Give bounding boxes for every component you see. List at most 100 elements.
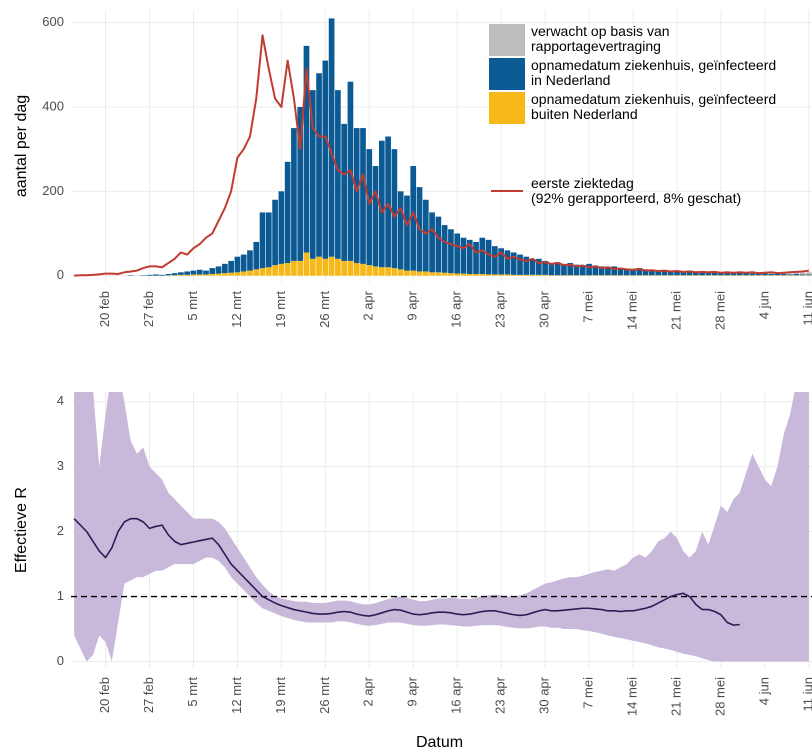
bar <box>529 258 536 275</box>
bar <box>435 272 442 276</box>
bar <box>391 268 398 276</box>
bar <box>253 269 260 276</box>
bar <box>146 274 153 276</box>
bar <box>316 256 322 276</box>
bar <box>617 268 624 276</box>
bar <box>228 260 234 273</box>
bar <box>284 263 291 276</box>
bar <box>510 252 517 275</box>
bar <box>435 216 442 273</box>
bar <box>341 260 348 276</box>
bar <box>793 272 800 274</box>
bar <box>460 237 467 274</box>
bar <box>209 273 216 276</box>
y-axis-title: Effectieve R <box>13 487 30 573</box>
bar <box>341 123 348 261</box>
x-tick-label: 28 mei <box>712 677 727 716</box>
bar <box>429 272 435 276</box>
bar <box>171 273 178 276</box>
bar <box>422 271 429 276</box>
bar <box>605 267 611 276</box>
bar <box>429 212 435 273</box>
bar <box>165 273 172 276</box>
bar <box>611 266 618 276</box>
bar <box>328 256 335 276</box>
bar <box>498 274 504 276</box>
bar <box>473 241 479 274</box>
bar <box>762 273 768 276</box>
y-tick-label: 0 <box>57 653 64 668</box>
bar <box>234 272 241 276</box>
bar <box>265 267 272 276</box>
bar <box>222 273 228 276</box>
bar <box>799 272 806 275</box>
bar <box>152 274 159 276</box>
x-tick-label: 2 apr <box>361 290 376 320</box>
bar <box>535 274 542 276</box>
line <box>73 517 740 626</box>
bar <box>372 166 379 267</box>
bar <box>554 262 561 276</box>
bar <box>743 273 749 276</box>
x-tick-label: 11 jun <box>800 677 812 711</box>
bar <box>630 268 636 276</box>
bar <box>291 128 297 261</box>
x-tick-label: 27 feb <box>141 677 156 713</box>
bar <box>322 60 329 259</box>
bar <box>806 274 812 276</box>
x-tick-label: 7 mei <box>581 291 596 323</box>
bar <box>586 263 592 276</box>
x-tick-label: 4 jun <box>756 291 771 319</box>
bar <box>159 274 165 276</box>
x-tick-label: 20 feb <box>97 677 112 713</box>
x-tick-label: 5 mrt <box>185 677 200 707</box>
bar <box>385 267 391 276</box>
bar <box>649 269 655 276</box>
bar <box>410 166 417 271</box>
bar <box>799 274 806 276</box>
bar <box>178 274 184 276</box>
bar <box>510 274 517 276</box>
bar <box>335 90 341 259</box>
bar <box>711 271 718 276</box>
bar <box>335 258 341 276</box>
x-tick-label: 9 apr <box>405 676 420 706</box>
bar <box>291 260 297 276</box>
bar <box>724 272 731 276</box>
bar <box>655 270 661 276</box>
bar <box>479 273 486 276</box>
bar <box>247 270 253 276</box>
bar <box>479 237 486 274</box>
bar <box>284 161 291 264</box>
line <box>74 34 809 277</box>
bar <box>404 270 410 276</box>
bar <box>592 265 599 276</box>
bar <box>385 136 391 268</box>
bar <box>561 263 567 276</box>
bar <box>598 266 605 276</box>
bar <box>366 149 373 266</box>
x-tick-label: 4 jun <box>756 677 771 705</box>
bar <box>755 273 762 276</box>
bar <box>535 258 542 275</box>
bar <box>297 260 304 276</box>
bar <box>492 274 498 276</box>
y-tick-label: 1 <box>57 588 64 603</box>
bar <box>240 254 247 272</box>
bar <box>718 272 724 276</box>
bar <box>259 268 266 276</box>
y-tick-label: 2 <box>57 523 64 538</box>
bar <box>234 256 241 273</box>
y-tick-label: 400 <box>42 98 64 113</box>
bar <box>730 273 737 276</box>
x-tick-label: 7 mei <box>581 677 596 709</box>
bar <box>353 128 360 264</box>
x-tick-label: 27 feb <box>141 291 156 327</box>
bar <box>517 254 523 275</box>
legend-label: eerste ziektedag (92% gerapporteerd, 8% … <box>531 175 742 206</box>
bar <box>787 273 793 275</box>
bar <box>523 256 530 275</box>
bar <box>215 266 222 274</box>
bar <box>190 270 197 275</box>
bar <box>768 273 775 276</box>
